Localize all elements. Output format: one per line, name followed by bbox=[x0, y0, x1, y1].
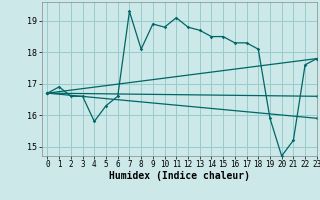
X-axis label: Humidex (Indice chaleur): Humidex (Indice chaleur) bbox=[109, 171, 250, 181]
